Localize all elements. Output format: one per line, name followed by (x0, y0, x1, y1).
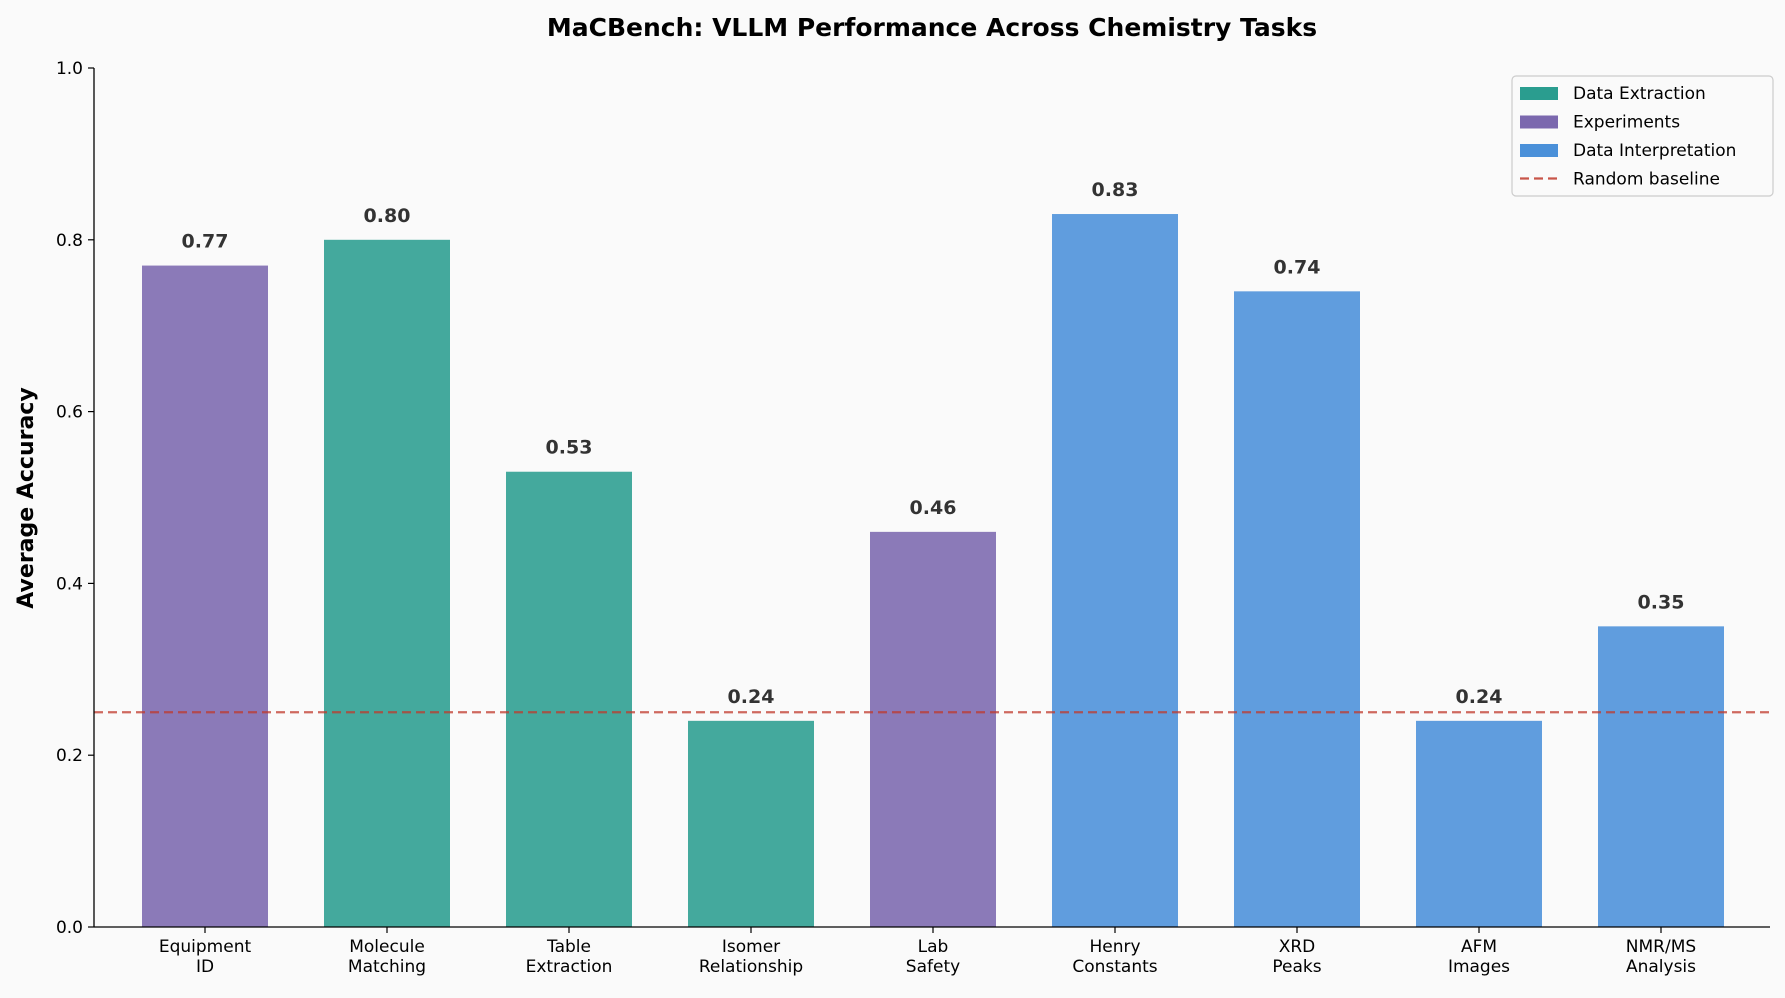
x-tick-label: Matching (348, 957, 426, 977)
x-tick-label: AFM (1461, 937, 1497, 957)
bar (1598, 626, 1724, 927)
x-tick-label: Isomer (722, 937, 780, 957)
x-tick-label: Relationship (699, 957, 803, 977)
legend-label: Experiments (1573, 113, 1680, 133)
y-tick-label: 0.8 (56, 231, 83, 251)
bar (1234, 291, 1360, 928)
data-label: 0.83 (1092, 179, 1139, 201)
legend-label: Random baseline (1573, 170, 1720, 190)
legend-label: Data Extraction (1573, 84, 1706, 104)
legend-swatch (1520, 144, 1558, 157)
y-tick-label: 0.2 (56, 746, 83, 766)
data-label: 0.24 (728, 686, 775, 708)
legend-swatch (1520, 87, 1558, 100)
y-tick-label: 0.0 (56, 918, 83, 938)
x-tick-label: Lab (918, 937, 949, 957)
data-label: 0.53 (546, 437, 593, 459)
bar (1052, 214, 1178, 927)
x-tick-label: Peaks (1272, 957, 1321, 977)
x-tick-label: ID (196, 957, 214, 977)
chart-title: MaCBench: VLLM Performance Across Chemis… (547, 13, 1317, 42)
legend-swatch (1520, 115, 1558, 129)
data-label: 0.74 (1274, 256, 1321, 278)
bar (688, 720, 814, 927)
bar (324, 239, 450, 928)
y-tick-label: 0.4 (56, 574, 83, 594)
bar (506, 471, 632, 927)
data-label: 0.77 (182, 231, 229, 253)
x-tick-label: XRD (1279, 937, 1316, 957)
x-tick-label: Analysis (1626, 957, 1696, 977)
bar (1416, 720, 1542, 927)
x-tick-label: Extraction (526, 957, 613, 977)
x-tick-label: Molecule (349, 937, 425, 957)
data-label: 0.46 (910, 497, 957, 519)
x-tick-label: Henry (1089, 937, 1140, 957)
x-tick-label: NMR/MS (1626, 937, 1696, 957)
legend: Data Extraction Experiments Data Interpret… (1511, 75, 1774, 197)
bar (870, 531, 996, 927)
bar (142, 265, 268, 927)
y-tick-label: 0.6 (56, 403, 83, 423)
x-tick-label: Equipment (159, 937, 252, 957)
x-tick-label: Constants (1072, 957, 1157, 977)
data-label: 0.35 (1638, 591, 1685, 613)
legend-label: Data Interpretation (1573, 141, 1736, 161)
legend-box (1511, 75, 1774, 197)
y-tick-label: 1.0 (56, 59, 83, 79)
x-tick-label: Safety (906, 957, 960, 977)
data-label: 0.24 (1456, 686, 1503, 708)
y-axis-label: Average Accuracy (14, 387, 39, 608)
data-label: 0.80 (364, 205, 411, 227)
x-tick-label: Table (546, 937, 591, 957)
x-tick-label: Images (1448, 957, 1510, 977)
